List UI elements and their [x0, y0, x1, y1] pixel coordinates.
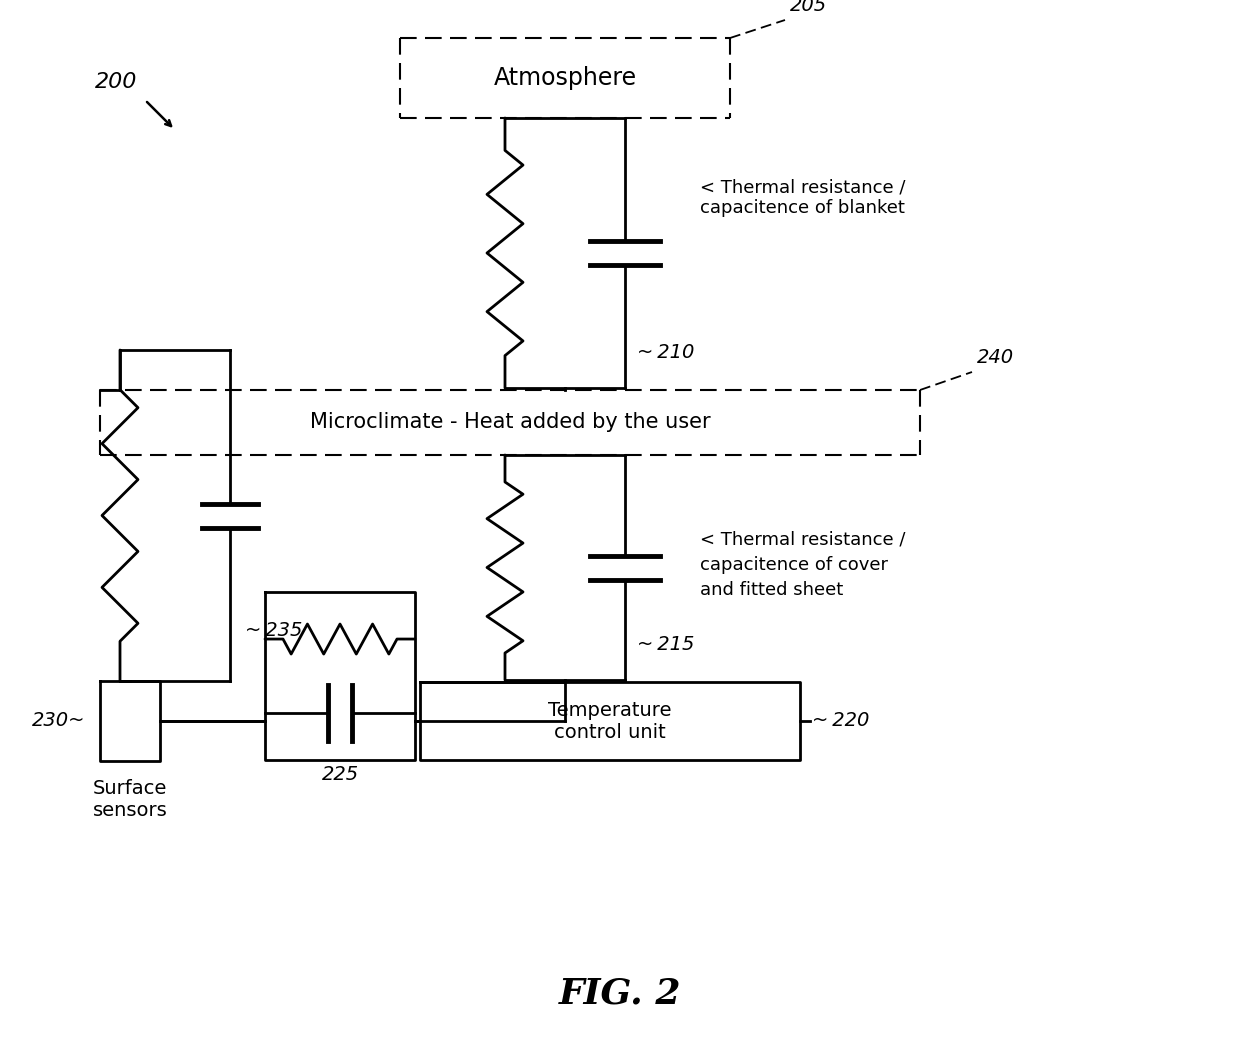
Text: ~ 210: ~ 210 [637, 343, 694, 362]
Text: 240: 240 [978, 348, 1015, 368]
Text: Microclimate - Heat added by the user: Microclimate - Heat added by the user [310, 413, 710, 433]
Text: 205: 205 [790, 0, 828, 15]
Text: < Thermal resistance /
capacitence of blanket: < Thermal resistance / capacitence of bl… [700, 178, 906, 217]
Text: FIG. 2: FIG. 2 [559, 976, 681, 1010]
Text: ~ 215: ~ 215 [637, 635, 694, 654]
Text: Atmosphere: Atmosphere [493, 66, 637, 90]
Text: ~ 235: ~ 235 [245, 621, 302, 640]
Text: 200: 200 [94, 72, 138, 92]
Text: 230~: 230~ [31, 712, 85, 731]
Text: 225: 225 [321, 765, 358, 784]
Text: Surface
sensors: Surface sensors [93, 779, 167, 820]
Text: ~ 220: ~ 220 [812, 712, 870, 731]
Text: Temperature
control unit: Temperature control unit [548, 700, 672, 741]
Text: < Thermal resistance /
capacitence of cover
and fitted sheet: < Thermal resistance / capacitence of co… [700, 531, 906, 598]
